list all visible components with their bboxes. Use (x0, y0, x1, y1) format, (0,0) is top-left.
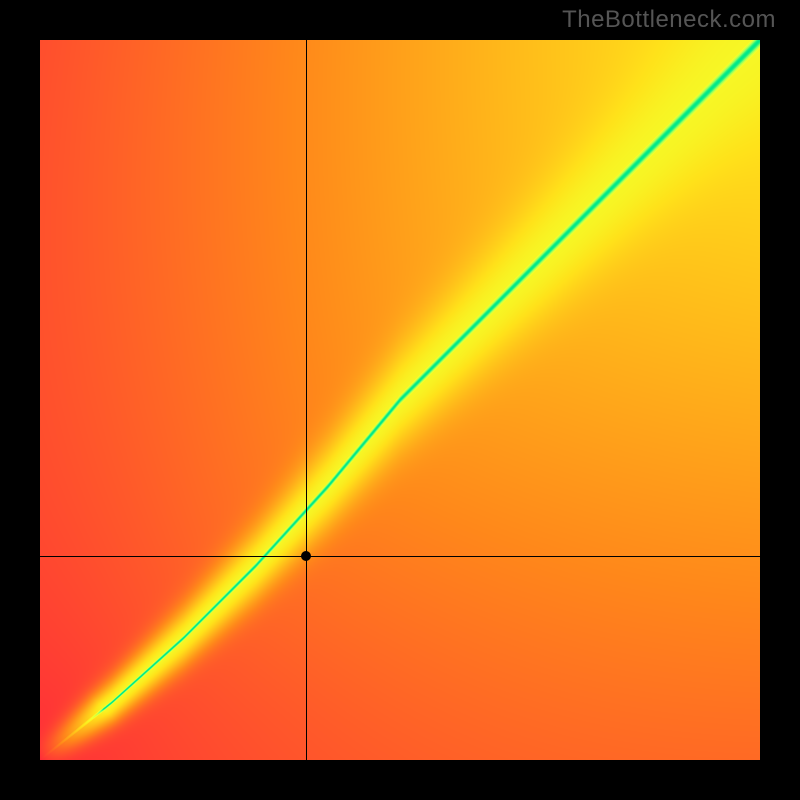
bottleneck-heatmap (40, 40, 760, 760)
crosshair-horizontal (40, 556, 760, 557)
watermark-text: TheBottleneck.com (562, 6, 776, 34)
crosshair-vertical (306, 40, 307, 760)
chart-container: TheBottleneck.com (0, 0, 800, 800)
